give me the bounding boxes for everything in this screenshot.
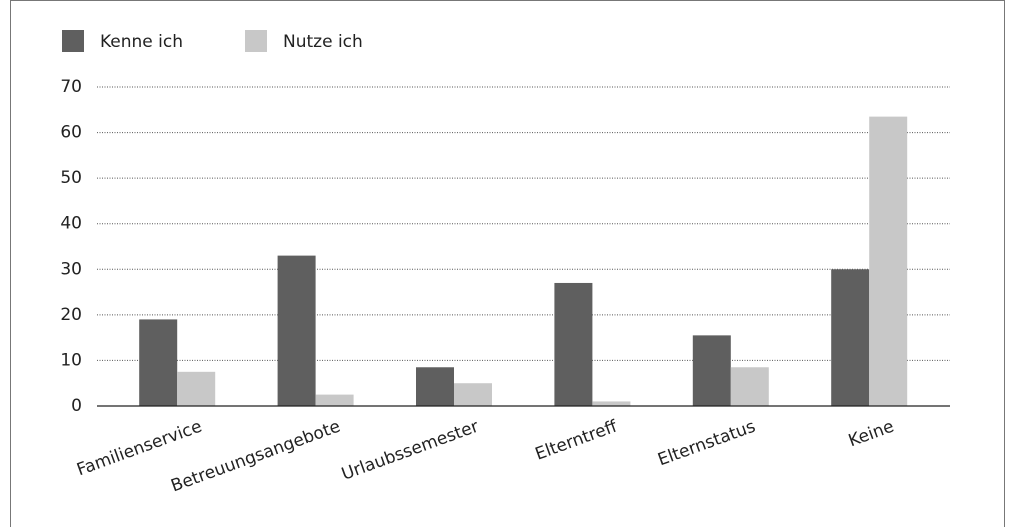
y-tick-label: 20 <box>60 305 82 325</box>
bar <box>139 319 178 406</box>
bar <box>831 269 870 406</box>
x-tick-label: Elternstatus <box>655 417 758 471</box>
bar <box>592 401 631 406</box>
bar <box>554 282 593 406</box>
legend-label: Nutze ich <box>283 32 363 52</box>
bar <box>692 335 731 406</box>
y-tick-label: 30 <box>60 259 82 279</box>
y-tick-label: 60 <box>60 123 82 143</box>
x-tick-label: Keine <box>846 417 897 452</box>
legend-label: Kenne ich <box>100 32 183 52</box>
y-tick-label: 40 <box>60 214 82 234</box>
bar <box>454 383 492 406</box>
y-tick-label: 70 <box>60 77 82 97</box>
frame <box>10 0 1005 527</box>
x-tick-label: Urlaubssemester <box>339 417 481 485</box>
bar <box>730 367 769 406</box>
legend-swatch <box>62 30 84 52</box>
bar <box>177 371 216 406</box>
bar <box>277 255 316 406</box>
legend-swatch <box>245 30 267 52</box>
y-tick-label: 10 <box>60 350 82 370</box>
bar <box>869 116 908 406</box>
y-tick-label: 0 <box>71 396 82 416</box>
bar <box>315 394 354 406</box>
x-tick-label: Elterntreff <box>533 416 621 464</box>
y-tick-label: 50 <box>60 168 82 188</box>
bar <box>416 367 454 406</box>
